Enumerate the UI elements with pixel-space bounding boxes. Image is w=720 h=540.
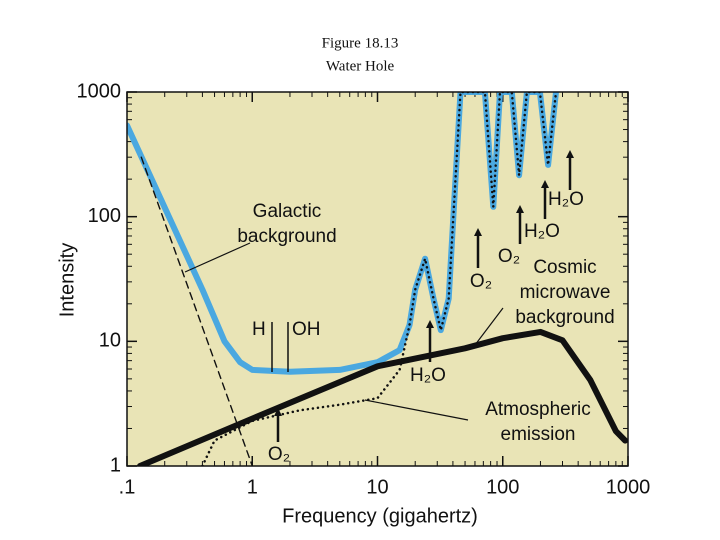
marker-arrowhead xyxy=(566,150,574,158)
line-marker-label: H₂O xyxy=(524,221,560,242)
marker-arrowhead xyxy=(516,205,524,213)
annotation: background xyxy=(515,307,614,328)
series-line xyxy=(127,92,559,375)
annotation: Atmospheric xyxy=(485,399,591,420)
marker-arrowhead xyxy=(274,408,282,416)
marker-arrowhead xyxy=(541,180,549,188)
y-axis-title: Intensity xyxy=(56,243,78,317)
y-tick-label: 1000 xyxy=(77,80,122,102)
y-tick-label: 100 xyxy=(88,205,121,227)
chart-subtitle: Water Hole xyxy=(326,58,395,74)
x-tick-label: .1 xyxy=(119,476,136,498)
x-tick-label: 1 xyxy=(247,476,258,498)
line-marker-label: O₂ xyxy=(268,444,290,465)
chart-title: Figure 18.13 xyxy=(322,35,399,51)
series-line xyxy=(140,156,253,466)
series-line xyxy=(201,92,558,466)
annotation: Galactic xyxy=(253,201,322,222)
x-tick-label: 1000 xyxy=(606,476,651,498)
line-marker-label: H₂O xyxy=(410,365,446,386)
x-tick-label: 10 xyxy=(366,476,388,498)
line-marker-label: H xyxy=(252,319,266,340)
line-marker-label: OH xyxy=(292,319,321,340)
series-line xyxy=(137,328,628,466)
x-tick-label: 100 xyxy=(486,476,519,498)
annotation: emission xyxy=(501,424,576,445)
marker-arrowhead xyxy=(426,320,434,328)
annotation: Cosmic xyxy=(533,257,596,278)
x-axis-title: Frequency (gigahertz) xyxy=(282,505,478,527)
annotation: microwave xyxy=(520,282,611,303)
plot-area xyxy=(127,92,628,466)
line-marker-label: H₂O xyxy=(548,189,584,210)
plot-frame xyxy=(126,91,629,467)
line-marker-label: O₂ xyxy=(470,271,492,292)
annotation: background xyxy=(237,226,336,247)
annotation-pointer xyxy=(184,242,251,273)
y-tick-label: 10 xyxy=(99,330,121,352)
marker-arrowhead xyxy=(474,228,482,236)
annotation-pointer xyxy=(474,307,504,346)
y-tick-label: 1 xyxy=(110,454,121,476)
line-marker-label: O₂ xyxy=(498,246,520,267)
annotation-pointer xyxy=(364,399,469,421)
